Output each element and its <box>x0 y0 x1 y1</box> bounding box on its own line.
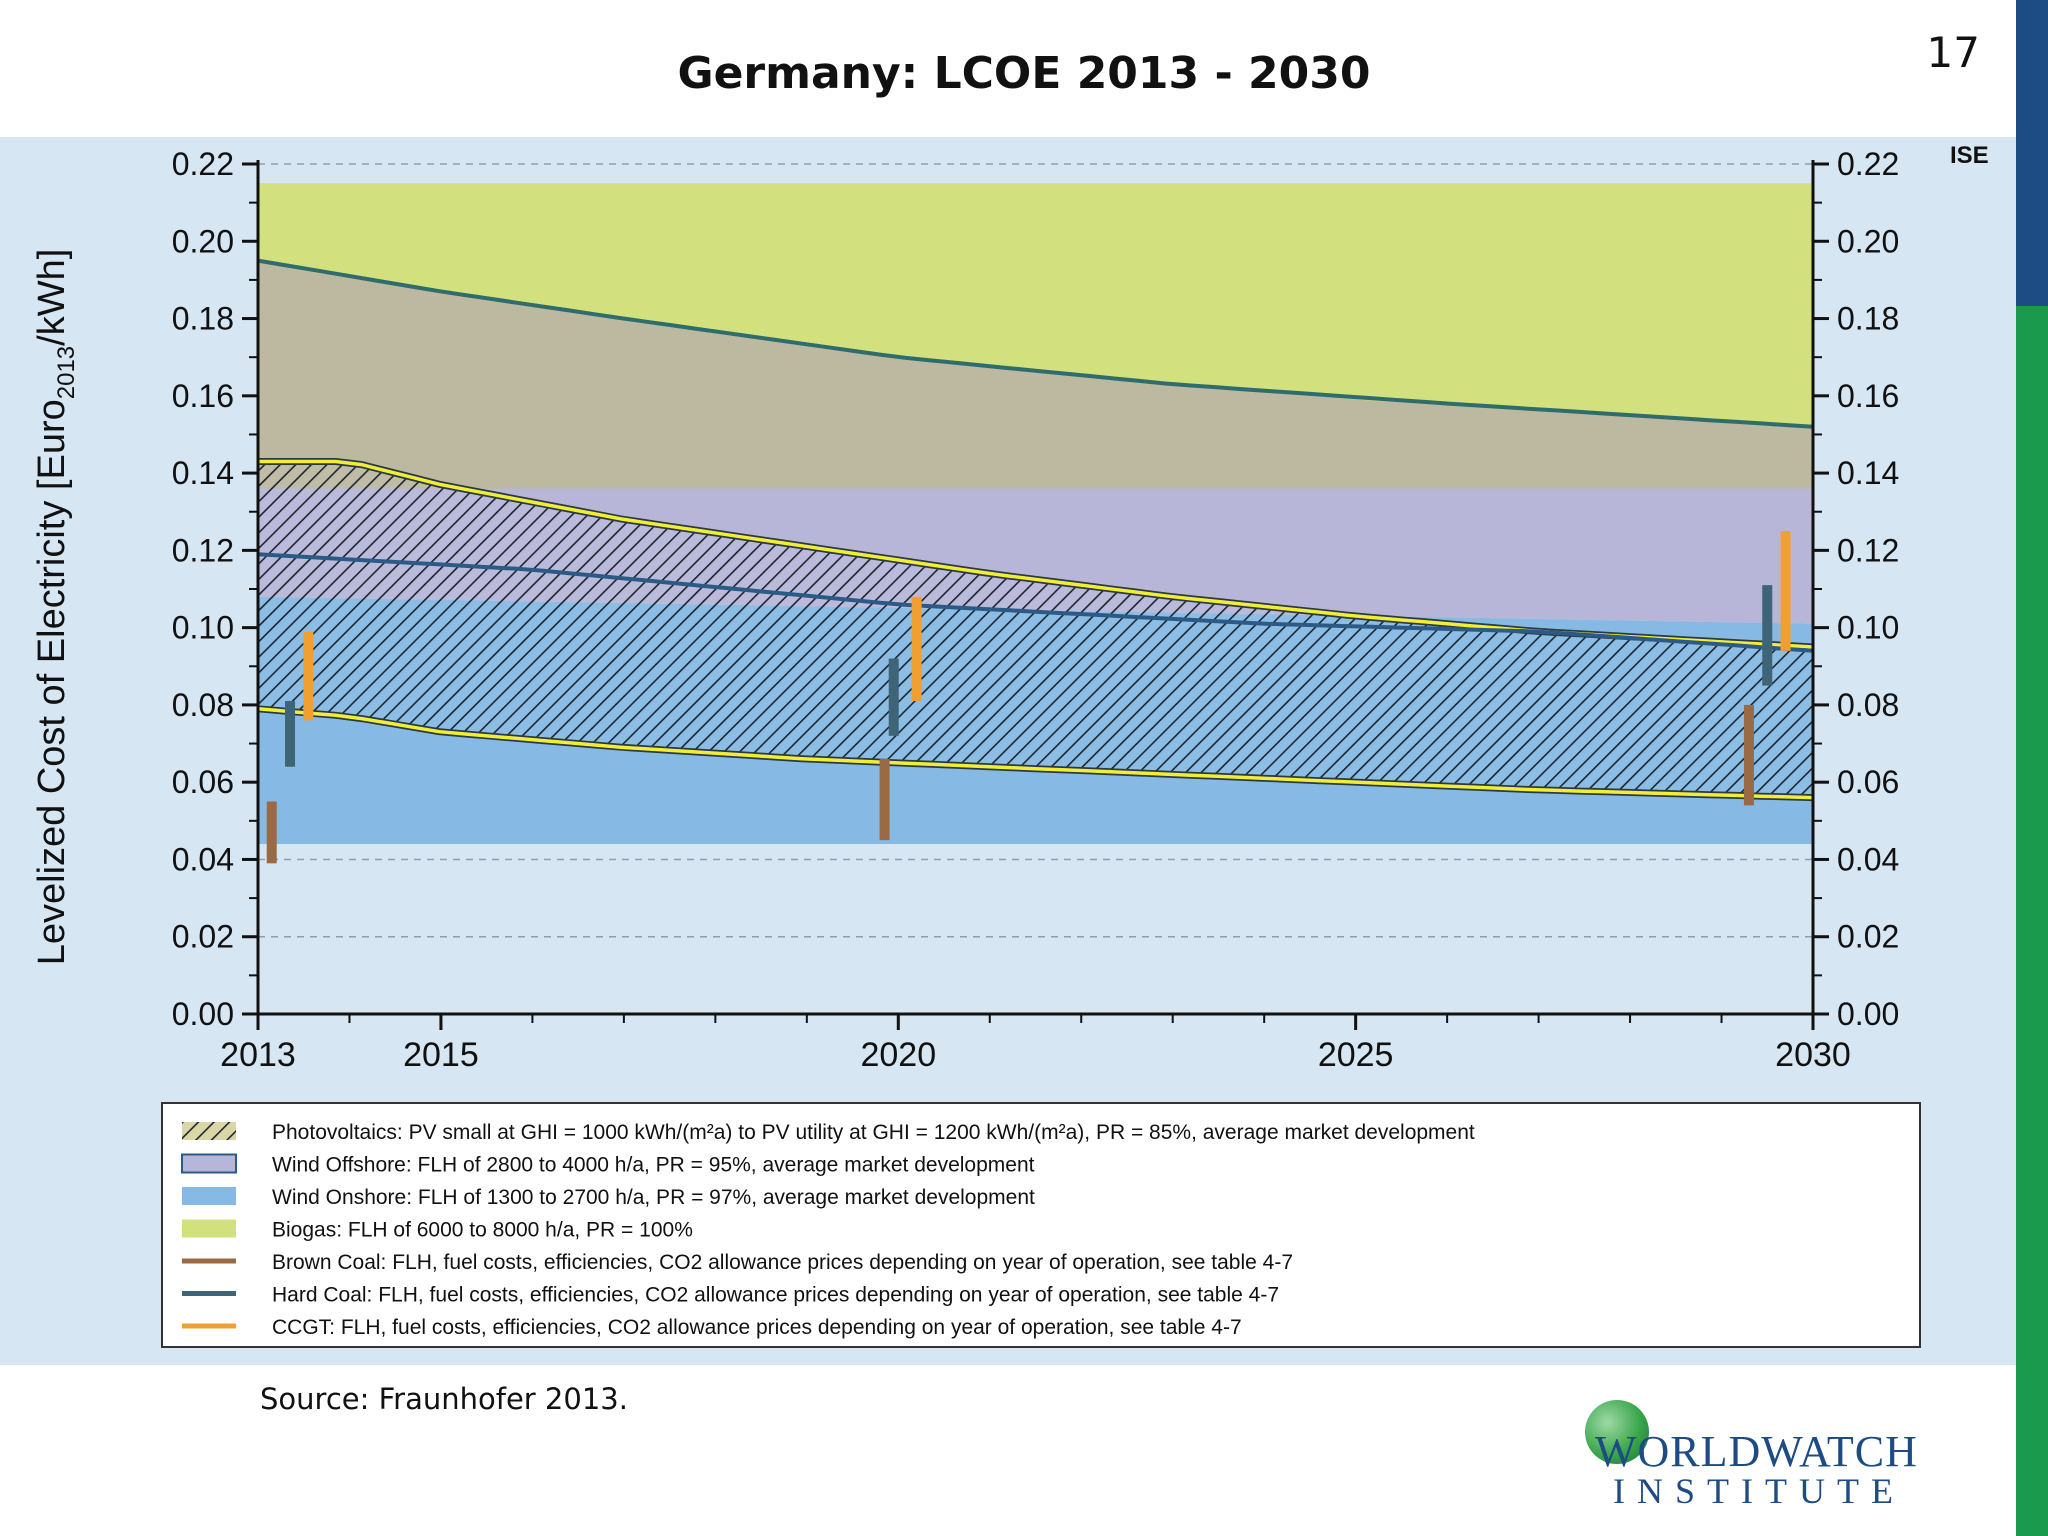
y-tick-label-left: 0.00 <box>172 996 234 1032</box>
y-tick-label-left: 0.16 <box>172 378 234 414</box>
legend-label-biogas: Biogas: FLH of 6000 to 8000 h/a, PR = 10… <box>272 1219 693 1242</box>
y-tick-label-left: 0.18 <box>172 301 234 337</box>
legend-label-wind-offshore: Wind Offshore: FLH of 2800 to 4000 h/a, … <box>272 1154 1035 1177</box>
y-tick-label-left: 0.20 <box>172 223 234 259</box>
y-tick-label-left: 0.14 <box>172 455 234 491</box>
globe-icon <box>1585 1400 1649 1464</box>
range-bar-brown-coal <box>879 759 890 841</box>
page-number: 17 <box>1926 28 1980 77</box>
legend-swatch-photovoltaics <box>182 1122 236 1140</box>
band-photovoltaics <box>258 461 1813 798</box>
accent-stripe-green <box>2016 306 2048 1536</box>
y-axis-title: Levelized Cost of Electricity [Euro2013/… <box>31 249 80 966</box>
legend-box <box>161 1102 1921 1348</box>
y-tick-label-right: 0.22 <box>1837 146 1899 182</box>
x-tick-label: 2025 <box>1318 1036 1394 1074</box>
range-bar-brown-coal <box>266 801 277 864</box>
y-tick-label-right: 0.20 <box>1837 223 1899 259</box>
y-tick-label-left: 0.12 <box>172 532 234 568</box>
range-bar-hard-coal <box>1762 585 1773 686</box>
curve-upper-curve <box>257 258 1814 429</box>
y-tick-label-right: 0.08 <box>1837 687 1899 723</box>
worldwatch-logo: WORLDWATCH INSTITUTE <box>1585 1398 1935 1511</box>
range-bar-brown-coal <box>1743 704 1754 806</box>
x-tick-label: 2020 <box>860 1036 936 1074</box>
y-tick-label-right: 0.10 <box>1837 610 1899 646</box>
pv-lower-edge <box>257 707 1814 800</box>
y-tick-label-right: 0.04 <box>1837 841 1899 877</box>
accent-stripe-blue <box>2016 0 2048 306</box>
range-bar-ccgt <box>303 631 314 721</box>
legend-label-photovoltaics: Photovoltaics: PV small at GHI = 1000 kW… <box>272 1121 1475 1144</box>
lcoe-chart: 0.00 0.00 0.02 0.02 0.04 0.04 0.06 0.06 0.08 0.08… <box>31 142 1989 1348</box>
y-tick-label-left: 0.06 <box>172 764 234 800</box>
y-tick-label-left: 0.22 <box>172 146 234 182</box>
x-tick-label: 2015 <box>403 1036 479 1074</box>
y-tick-label-right: 0.14 <box>1837 455 1899 491</box>
y-tick-label-left: 0.10 <box>172 610 234 646</box>
x-tick-label: 2030 <box>1775 1036 1851 1074</box>
logo-wordmark: WORLDWATCH <box>1595 1427 1918 1476</box>
y-tick-label-right: 0.18 <box>1837 301 1899 337</box>
legend-swatch-biogas <box>182 1219 236 1238</box>
y-tick-label-right: 0.00 <box>1837 996 1899 1032</box>
curve-offshore-curve <box>257 552 1814 653</box>
range-bar-ccgt <box>1780 531 1791 651</box>
range-bar-hard-coal <box>888 658 899 736</box>
legend-label-brown-coal: Brown Coal: FLH, fuel costs, efficiencie… <box>272 1251 1293 1274</box>
legend-swatch-wind-onshore <box>182 1187 236 1205</box>
ise-watermark: ISE <box>1950 142 1989 169</box>
range-bar-ccgt <box>911 596 922 702</box>
y-tick-label-left: 0.04 <box>172 841 234 877</box>
source-note: Source: Fraunhofer 2013. <box>260 1382 628 1416</box>
legend-swatch-wind-offshore <box>181 1153 237 1174</box>
x-tick-label: 2013 <box>220 1036 296 1074</box>
slide-title: Germany: LCOE 2013 - 2030 <box>677 48 1371 99</box>
y-tick-label-right: 0.02 <box>1837 919 1899 955</box>
band-overlap-biogas-offshore <box>258 260 1813 489</box>
legend-label-hard-coal: Hard Coal: FLH, fuel costs, efficiencies… <box>272 1284 1279 1307</box>
legend-label-wind-onshore: Wind Onshore: FLH of 1300 to 2700 h/a, P… <box>272 1186 1035 1209</box>
y-tick-label-right: 0.06 <box>1837 764 1899 800</box>
y-tick-label-left: 0.02 <box>172 919 234 955</box>
legend-label-ccgt: CCGT: FLH, fuel costs, efficiencies, CO2… <box>272 1316 1242 1339</box>
logo-subtitle: INSTITUTE <box>1613 1471 1905 1511</box>
y-tick-label-right: 0.12 <box>1837 532 1899 568</box>
range-bar-hard-coal <box>285 701 296 767</box>
y-tick-label-left: 0.08 <box>172 687 234 723</box>
y-tick-label-right: 0.16 <box>1837 378 1899 414</box>
chart-panel: 0.00 0.00 0.02 0.02 0.04 0.04 0.06 0.06 0.08 0.08… <box>0 137 2016 1365</box>
